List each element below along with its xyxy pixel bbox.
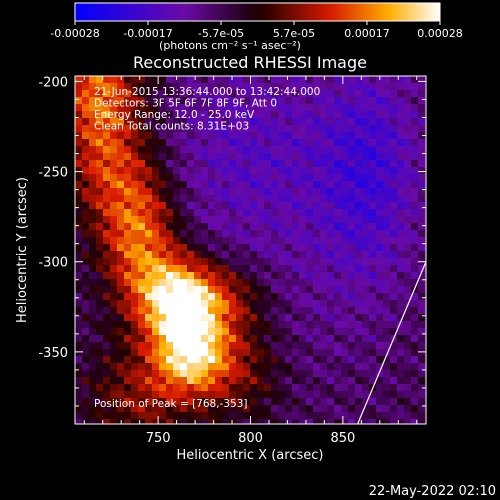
y-axis-label: Heliocentric Y (arcsec) — [15, 177, 30, 323]
y-tick-label: -300 — [38, 256, 68, 271]
footer-date: 22-May-2022 02:10 — [369, 484, 496, 499]
info-line: Energy Range: 12.0 - 25.0 keV — [94, 109, 255, 121]
info-overlay: 21-Jun-2015 13:36:44.000 to 13:42:44.000… — [94, 86, 320, 133]
info-line: Detectors: 3F 5F 6F 7F 8F 9F, Att 0 — [94, 98, 277, 110]
solar-limb-line — [357, 261, 426, 424]
colorbar-ticks: -0.00028 -0.00017 -5.7e-05 5.7e-05 0.00017 0.… — [50, 21, 463, 40]
info-line: 21-Jun-2015 13:36:44.000 to 13:42:44.000 — [94, 86, 320, 98]
colorbar-tick-label: -0.00028 — [50, 27, 99, 40]
peak-position-label: Position of Peak = [768,-353] — [94, 398, 248, 410]
chart-title: Reconstructed RHESSI Image — [133, 53, 367, 72]
y-tick-label: -350 — [38, 346, 68, 361]
colorbar-tick-label: -0.00017 — [123, 27, 172, 40]
info-line: Clean Total counts: 8.31E+03 — [94, 121, 249, 133]
colorbar — [74, 2, 441, 22]
x-tick-label: 800 — [238, 431, 263, 446]
colorbar-tick-label: 0.00017 — [344, 27, 390, 40]
x-tick-label: 850 — [330, 431, 355, 446]
y-tick-label: -200 — [38, 75, 68, 90]
y-tick-label: -250 — [38, 166, 68, 181]
axis-ticks: 750 800 850 -200 -250 -300 -350 — [38, 75, 426, 446]
x-axis-label: Heliocentric X (arcsec) — [177, 448, 324, 463]
colorbar-unit-label: (photons cm⁻² s⁻¹ asec⁻²) — [159, 39, 301, 52]
colorbar-tick-label: -5.7e-05 — [198, 27, 244, 40]
colorbar-tick-label: 0.00028 — [417, 27, 463, 40]
colorbar-tick-label: 5.7e-05 — [273, 27, 315, 40]
x-tick-label: 750 — [146, 431, 171, 446]
